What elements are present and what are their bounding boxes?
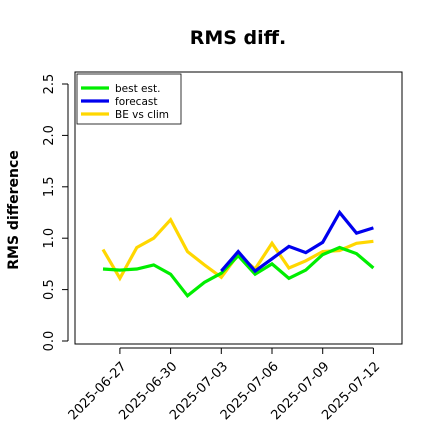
plot-area-frame <box>74 71 403 345</box>
series-line-forecast <box>220 209 374 274</box>
y-tick-label: 0.5 <box>42 279 57 300</box>
series-lines <box>101 209 375 299</box>
legend-label: best est. <box>115 83 160 95</box>
y-tick-label: 2.5 <box>42 74 57 95</box>
legend-box <box>76 73 182 125</box>
legend-label: BE vs clim <box>115 109 169 121</box>
legend-label: forecast <box>115 96 157 108</box>
series-line-best-est <box>102 245 375 299</box>
y-tick-label: 0.0 <box>42 331 57 352</box>
y-tick-label: 1.0 <box>42 228 57 249</box>
chart-title: RMS diff. <box>190 27 287 49</box>
y-axis-label: RMS difference <box>6 150 22 270</box>
y-axis: 0.0 0.5 1.0 1.5 2.0 2.5 <box>42 74 69 352</box>
y-tick-label: 1.5 <box>42 176 57 197</box>
y-tick-label: 2.0 <box>42 125 57 146</box>
